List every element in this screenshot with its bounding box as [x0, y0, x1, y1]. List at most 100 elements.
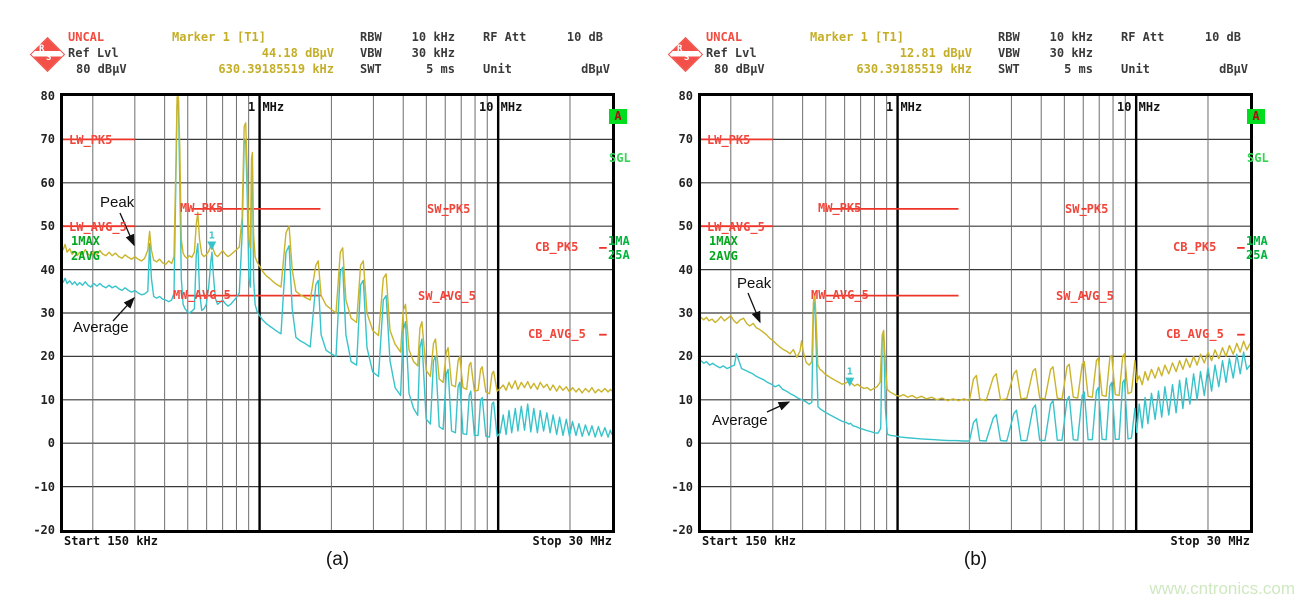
peak-annotation: Peak	[100, 194, 135, 211]
annotation-arrow	[747, 292, 761, 324]
average-annotation: Average	[73, 319, 129, 336]
watermark: www.cntronics.com	[1149, 579, 1295, 598]
limit-label-cb_pk5: CB_PK5	[535, 240, 579, 254]
y-tick-label: 20	[40, 349, 55, 364]
spectrum-panel-b: R S UNCAL Ref Lvl 80 dBµV Marker 1 [T1] …	[638, 0, 1289, 608]
marker-1-number: 1	[209, 230, 215, 241]
y-tick-label: 20	[678, 349, 693, 364]
y-tick-label: 50	[40, 219, 55, 234]
average-trace	[701, 301, 1250, 442]
y-tick-label: -20	[671, 523, 693, 537]
marker-label: Marker 1 [T1]	[172, 30, 266, 44]
decade-label-10mhz: 10 MHz	[479, 100, 523, 114]
rs-logo-icon: R S	[667, 36, 704, 73]
trace1-tag: 1MAX	[709, 234, 738, 248]
peak-annotation: Peak	[737, 275, 772, 292]
marker-frequency: 630.39185519 kHz	[856, 62, 972, 76]
decade-label-10mhz: 10 MHz	[1117, 100, 1161, 114]
rf-att-value: 10 dB	[566, 30, 603, 44]
y-tick-label: 0	[47, 436, 55, 451]
y-tick-label: 30	[40, 306, 55, 320]
rbw-value: 10 kHz	[411, 30, 455, 44]
spectrum-plot: 1	[63, 96, 612, 530]
x-axis-stop-label: Stop 30 MHz	[532, 534, 612, 548]
y-tick-label: 30	[678, 306, 693, 320]
marker-value: 44.18 dBµV	[261, 46, 334, 60]
y-tick-label: 60	[40, 175, 55, 190]
rs-logo-icon: R S	[29, 36, 66, 73]
marker-1-symbol	[845, 377, 855, 387]
trace2-mode-badge: 25A	[1246, 248, 1268, 262]
average-annotation: Average	[712, 412, 768, 429]
rf-att-label: RF Att	[1121, 30, 1165, 44]
y-tick-label: 80	[678, 89, 693, 103]
marker-label: Marker 1 [T1]	[810, 30, 904, 44]
subfigure-caption: (a)	[325, 549, 350, 570]
unit-value: dBµV	[1219, 62, 1248, 76]
swt-label: SWT	[998, 62, 1020, 76]
trace1-tag: 1MAX	[71, 234, 100, 248]
peak-trace	[701, 292, 1250, 402]
single-sweep-badge: SGL	[1247, 151, 1269, 165]
marker-1-number: 1	[847, 367, 853, 378]
rf-att-label: RF Att	[483, 30, 527, 44]
swt-value: 5 ms	[1064, 62, 1093, 76]
vbw-label: VBW	[360, 46, 382, 60]
y-tick-label: 60	[678, 175, 693, 190]
annotation-arrow	[766, 401, 791, 413]
rs-logo-letter-s: S	[46, 53, 52, 63]
limit-label-lw_pk5: LW_PK5	[69, 133, 113, 147]
limit-label-lw_avg_5: LW_AVG_5	[69, 220, 127, 234]
trace-a-badge: A	[609, 109, 627, 124]
trace2-tag: 2AVG	[71, 249, 100, 263]
unit-label: Unit	[483, 62, 512, 76]
limit-label-lw_pk5: LW_PK5	[707, 133, 751, 147]
vbw-value: 30 kHz	[1049, 46, 1093, 60]
limit-label-mw_pk5: MW_PK5	[180, 201, 224, 215]
y-tick-label: -10	[33, 479, 55, 494]
trace1-mode-badge: 1MA	[608, 234, 630, 248]
limit-label-sw_avg_5: SW_AVG_5	[1056, 289, 1114, 303]
unit-label: Unit	[1121, 62, 1150, 76]
vbw-label: VBW	[998, 46, 1020, 60]
y-tick-label: 10	[40, 392, 55, 407]
peak-trace	[63, 96, 612, 395]
y-tick-label: 80	[40, 89, 55, 103]
ref-level-value: 80 dBµV	[714, 62, 765, 76]
rs-logo-letter-r: R	[677, 44, 683, 54]
y-axis: 80 70 60 50 40 30 20 10 0 -10 -20	[0, 89, 58, 537]
limit-label-sw_avg_5: SW_AVG_5	[418, 289, 476, 303]
limit-label-sw_pk5: SW_PK5	[1065, 202, 1109, 216]
plot-area: 1	[60, 93, 615, 533]
x-axis-start-label: Start 150 kHz	[702, 534, 796, 548]
rf-att-value: 10 dB	[1204, 30, 1241, 44]
y-tick-label: 10	[678, 392, 693, 407]
limit-label-cb_pk5: CB_PK5	[1173, 240, 1217, 254]
y-tick-label: -10	[671, 479, 693, 494]
trace2-tag: 2AVG	[709, 249, 738, 263]
spectrum-plot: 1	[701, 96, 1250, 530]
spectrum-panel-a: R S UNCAL Ref Lvl 80 dBµV Marker 1 [T1] …	[0, 30, 631, 570]
rbw-value: 10 kHz	[1049, 30, 1093, 44]
marker-frequency: 630.39185519 kHz	[218, 62, 334, 76]
vbw-value: 30 kHz	[411, 46, 455, 60]
annotation-arrow	[112, 297, 135, 322]
limit-label-mw_pk5: MW_PK5	[818, 201, 862, 215]
marker-1-symbol	[207, 241, 217, 251]
trace2-mode-badge: 25A	[608, 248, 630, 262]
decade-label-1mhz: 1 MHz	[886, 100, 923, 114]
ref-level-value: 80 dBµV	[76, 62, 127, 76]
y-tick-label: 70	[40, 132, 55, 147]
unit-value: dBµV	[581, 62, 610, 76]
rs-logo-letter-r: R	[39, 44, 45, 54]
limit-label-lw_avg_5: LW_AVG_5	[707, 220, 765, 234]
marker-value: 12.81 dBµV	[899, 46, 972, 60]
swt-label: SWT	[360, 62, 382, 76]
ref-level-label: Ref Lvl	[706, 46, 757, 60]
limit-label-sw_pk5: SW_PK5	[427, 202, 471, 216]
ref-level-label: Ref Lvl	[68, 46, 119, 60]
uncal-status: UNCAL	[706, 30, 743, 44]
plot-area: 1	[698, 93, 1253, 533]
limit-label-mw_avg_5: MW_AVG_5	[811, 288, 869, 302]
trace-a-badge: A	[1247, 109, 1265, 124]
